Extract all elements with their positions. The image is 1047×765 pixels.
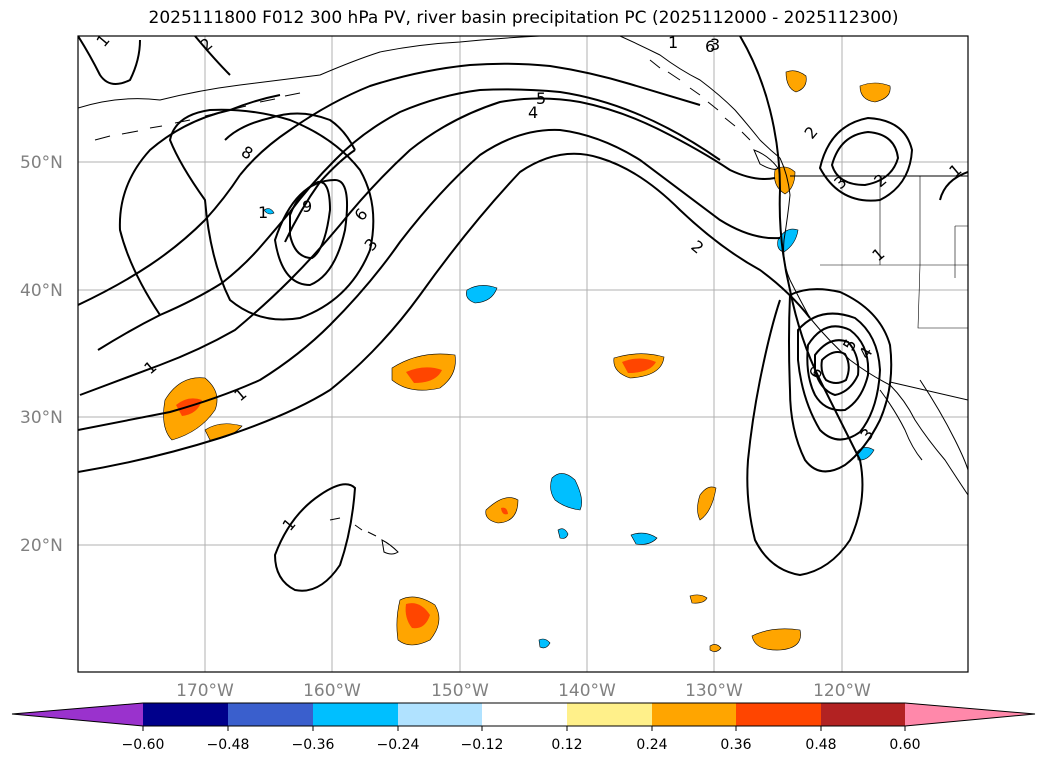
- pv-contours: [78, 36, 968, 592]
- colorbar-bin: [143, 703, 228, 726]
- hawaii-islands: [329, 517, 399, 555]
- lon-label-160w: 160°W: [303, 681, 361, 701]
- colorbar-tick-label: −0.24: [377, 737, 420, 753]
- pv-contour-3: [79, 97, 776, 396]
- state-borders: [820, 176, 968, 329]
- pv-contour-10: [273, 178, 348, 287]
- lat-label-30n: 30°N: [20, 408, 63, 428]
- colorbar-bin: [567, 703, 652, 726]
- colorbar-tick-label: −0.12: [461, 737, 504, 753]
- latitude-labels: 50°N 40°N 30°N 20°N: [20, 153, 63, 556]
- gridlines: [78, 36, 968, 672]
- pv-contour-22: [273, 483, 357, 592]
- precip-patch-red: [406, 367, 442, 383]
- pv-contour-20: [830, 130, 900, 187]
- colorbar-extend-high: [905, 703, 1035, 726]
- pv-contour-5: [78, 174, 241, 306]
- pv-contour-11: [168, 108, 375, 321]
- colorbar-tick-label: 0.24: [636, 737, 667, 753]
- pv-contour-7: [239, 62, 701, 176]
- lat-label-50n: 50°N: [20, 153, 63, 173]
- lon-label-140w: 140°W: [558, 681, 616, 701]
- colorbar-tick-label: 0.36: [720, 737, 751, 753]
- precip-patch-blue: [263, 208, 275, 215]
- lon-label-120w: 120°W: [813, 681, 871, 701]
- map-title: 2025111800 F012 300 hPa PV, river basin …: [148, 8, 899, 28]
- lat-label-40n: 40°N: [20, 281, 63, 301]
- precip-patch-orange: [709, 644, 722, 652]
- map-frame: [77, 35, 969, 673]
- colorbar-bin: [313, 703, 398, 726]
- colorbar-bin: [821, 703, 905, 726]
- west-coast: [779, 157, 968, 496]
- precip-patch-orange: [785, 70, 807, 93]
- precip-patch-orange: [859, 82, 891, 103]
- colorbar: −0.60 −0.48 −0.36 −0.24 −0.12 0.12 0.24 …: [11, 702, 1036, 753]
- contour-label: 1: [258, 203, 268, 222]
- pv-contour-15: [797, 312, 882, 441]
- precip-patch-blue: [557, 528, 569, 539]
- colorbar-bin: [482, 703, 567, 726]
- colorbar-tick-label: 0.60: [889, 737, 920, 753]
- pv-contour-2: [78, 128, 781, 431]
- pv-contour-19: [818, 116, 914, 202]
- pv-contour-16: [806, 325, 870, 412]
- colorbar-bin: [736, 703, 821, 726]
- pv-contour-23: [78, 36, 141, 85]
- pv-contour-24: [194, 36, 231, 76]
- pv-contour-12: [118, 94, 281, 316]
- coastlines: [78, 36, 968, 555]
- precip-patch-orange: [689, 594, 708, 604]
- precip-patch-red: [501, 507, 508, 515]
- contour-label: 3: [710, 35, 720, 54]
- pv-contour-14: [788, 288, 893, 473]
- colorbar-bin: [228, 703, 313, 726]
- precip-patch-blue: [538, 638, 551, 649]
- british-columbia-islands: [649, 59, 751, 141]
- precip-patch-blue: [550, 473, 582, 511]
- colorbar-tick-label: 0.12: [551, 737, 582, 753]
- precip-shading: [163, 70, 891, 652]
- map-area: [78, 36, 968, 672]
- contour-label: 4: [528, 103, 538, 122]
- us-mexico-border: [889, 381, 968, 401]
- contour-label: 1: [668, 33, 678, 52]
- contour-label: 9: [302, 197, 312, 216]
- lon-label-170w: 170°W: [176, 681, 234, 701]
- contour-label: 6: [705, 37, 715, 56]
- colorbar-extend-low: [12, 703, 143, 726]
- precip-patch-red: [405, 603, 430, 629]
- lat-label-20n: 20°N: [20, 536, 63, 556]
- vancouver-island: [753, 149, 779, 170]
- colorbar-tick-marks: [142, 726, 906, 731]
- alaska-coast: [78, 36, 541, 109]
- pv-contour-6: [289, 88, 721, 213]
- colorbar-bin: [652, 703, 736, 726]
- pv-contour-1: [78, 152, 811, 473]
- precip-patch-blue: [466, 285, 498, 304]
- pv-contour-13: [739, 36, 864, 577]
- colorbar-tick-label: 0.48: [805, 737, 836, 753]
- contour-label: 5: [536, 89, 546, 108]
- lon-label-130w: 130°W: [685, 681, 743, 701]
- baja-coast: [879, 379, 968, 471]
- gulf-of-alaska-coast: [619, 36, 781, 159]
- pv-contour-18: [820, 351, 850, 384]
- pv-contour-21: [939, 171, 968, 201]
- pv-contour-17: [814, 339, 860, 397]
- precip-patch-red: [622, 358, 656, 373]
- colorbar-tick-label: −0.36: [292, 737, 335, 753]
- colorbar-tick-label: −0.60: [122, 737, 165, 753]
- longitude-labels: 170°W 160°W 150°W 140°W 130°W 120°W: [176, 681, 871, 701]
- colorbar-bin: [398, 703, 482, 726]
- lon-label-150w: 150°W: [431, 681, 489, 701]
- precip-patch-orange: [751, 628, 801, 651]
- precip-patch-blue: [630, 532, 658, 545]
- precip-patch-orange: [697, 486, 717, 521]
- colorbar-tick-label: −0.48: [207, 737, 250, 753]
